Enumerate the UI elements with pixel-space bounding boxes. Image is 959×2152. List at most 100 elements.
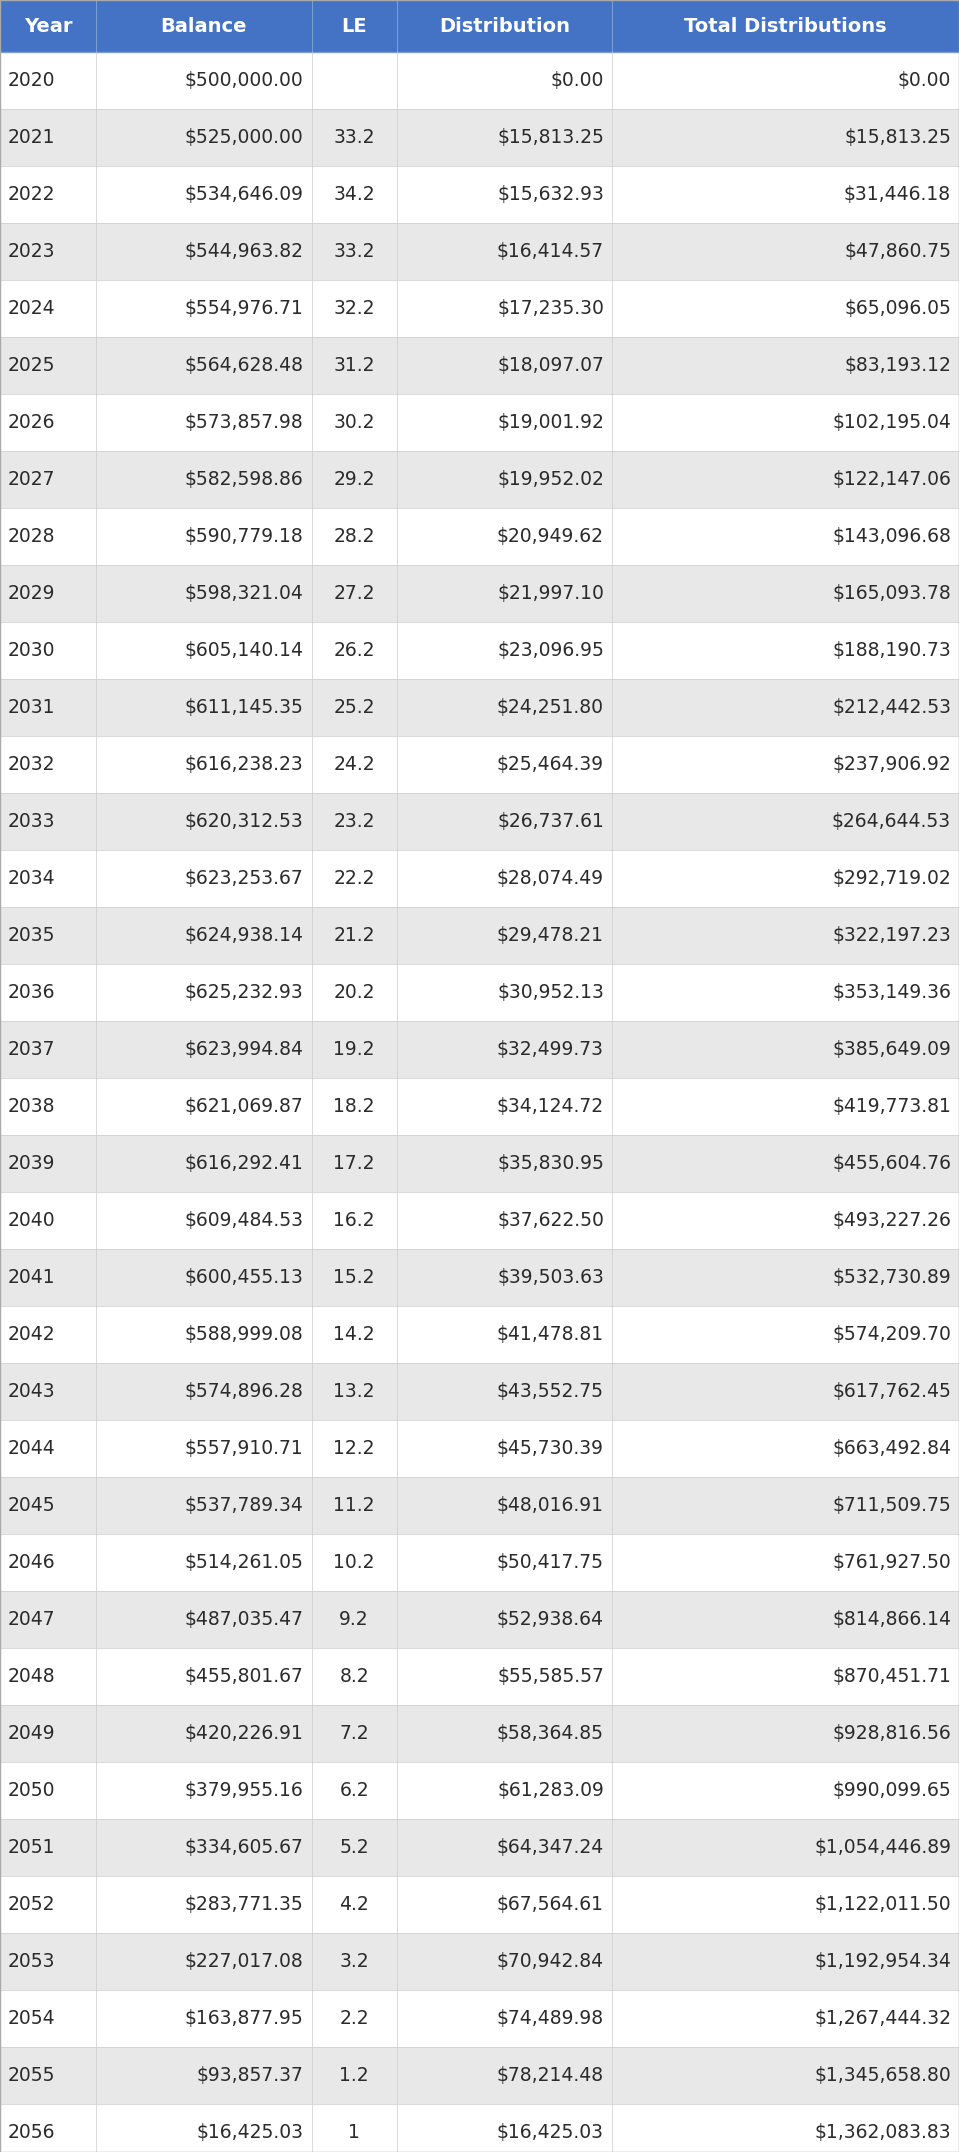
Text: 27.2: 27.2 [334, 583, 375, 603]
Text: 2022: 2022 [8, 185, 56, 204]
Bar [397, 964, 612, 1020]
Text: $143,096.68: $143,096.68 [832, 527, 951, 547]
Bar [312, 1648, 397, 1704]
Bar [96, 1248, 312, 1306]
Bar [0, 622, 96, 680]
Bar [96, 622, 312, 680]
Text: 2021: 2021 [8, 127, 56, 146]
Bar [397, 280, 612, 338]
Text: 32.2: 32.2 [334, 299, 375, 318]
Bar [397, 166, 612, 224]
Text: 2049: 2049 [8, 1724, 56, 1743]
Text: 2043: 2043 [8, 1382, 56, 1401]
Text: 20.2: 20.2 [334, 983, 375, 1003]
Bar [612, 1420, 959, 1476]
Text: 33.2: 33.2 [334, 241, 375, 260]
Text: 23.2: 23.2 [334, 811, 375, 831]
Text: $29,478.21: $29,478.21 [497, 925, 604, 945]
Bar [612, 1818, 959, 1877]
Text: $564,628.48: $564,628.48 [185, 355, 304, 374]
Text: 2.2: 2.2 [339, 2010, 369, 2027]
Bar [312, 964, 397, 1020]
Text: 16.2: 16.2 [334, 1212, 375, 1231]
Text: $15,813.25: $15,813.25 [497, 127, 604, 146]
Bar [0, 906, 96, 964]
Bar [96, 452, 312, 508]
Bar [312, 736, 397, 792]
Bar [96, 1991, 312, 2047]
Bar [397, 1704, 612, 1762]
Bar [96, 1420, 312, 1476]
Text: 17.2: 17.2 [334, 1153, 375, 1173]
Text: $67,564.61: $67,564.61 [497, 1896, 604, 1913]
Text: $588,999.08: $588,999.08 [185, 1326, 304, 1345]
Bar [96, 850, 312, 906]
Text: $61,283.09: $61,283.09 [497, 1782, 604, 1799]
Text: $52,938.64: $52,938.64 [497, 1610, 604, 1629]
Bar [612, 1648, 959, 1704]
Text: $122,147.06: $122,147.06 [832, 469, 951, 489]
Text: $23,096.95: $23,096.95 [497, 641, 604, 661]
Text: $573,857.98: $573,857.98 [185, 413, 304, 433]
Text: $557,910.71: $557,910.71 [185, 1440, 304, 1459]
Text: $620,312.53: $620,312.53 [185, 811, 304, 831]
Text: $617,762.45: $617,762.45 [832, 1382, 951, 1401]
Bar [0, 1020, 96, 1078]
Text: $420,226.91: $420,226.91 [185, 1724, 304, 1743]
Text: $16,425.03: $16,425.03 [497, 2124, 604, 2141]
Bar [312, 452, 397, 508]
Text: 2026: 2026 [8, 413, 56, 433]
Text: $537,789.34: $537,789.34 [185, 1496, 304, 1515]
Text: Balance: Balance [161, 17, 247, 34]
Bar [0, 1534, 96, 1590]
Bar [612, 1192, 959, 1248]
Bar [397, 508, 612, 566]
Text: $163,877.95: $163,877.95 [185, 2010, 304, 2027]
Bar [312, 1877, 397, 1932]
Text: $711,509.75: $711,509.75 [832, 1496, 951, 1515]
Text: $19,952.02: $19,952.02 [497, 469, 604, 489]
Text: 2023: 2023 [8, 241, 56, 260]
Bar [96, 1590, 312, 1648]
Text: $26,737.61: $26,737.61 [497, 811, 604, 831]
Bar [0, 1704, 96, 1762]
Text: $663,492.84: $663,492.84 [832, 1440, 951, 1459]
Text: 2024: 2024 [8, 299, 56, 318]
Text: $574,209.70: $574,209.70 [832, 1326, 951, 1345]
Text: $623,253.67: $623,253.67 [185, 869, 304, 889]
Text: 2032: 2032 [8, 755, 56, 775]
Bar [0, 792, 96, 850]
Text: $1,122,011.50: $1,122,011.50 [814, 1896, 951, 1913]
Text: $28,074.49: $28,074.49 [497, 869, 604, 889]
Text: 7.2: 7.2 [339, 1724, 369, 1743]
Text: $41,478.81: $41,478.81 [497, 1326, 604, 1345]
Bar [0, 566, 96, 622]
Bar [0, 224, 96, 280]
Text: $43,552.75: $43,552.75 [497, 1382, 604, 1401]
Text: 24.2: 24.2 [334, 755, 375, 775]
Text: 25.2: 25.2 [334, 697, 375, 717]
Bar [96, 166, 312, 224]
Bar [0, 964, 96, 1020]
Bar [612, 1134, 959, 1192]
Bar [612, 964, 959, 1020]
Bar [397, 680, 612, 736]
Text: 2034: 2034 [8, 869, 56, 889]
Bar [96, 1648, 312, 1704]
Bar [312, 52, 397, 110]
Bar [0, 1420, 96, 1476]
Text: 30.2: 30.2 [334, 413, 375, 433]
Bar [96, 1877, 312, 1932]
Bar [0, 0, 96, 52]
Bar [397, 792, 612, 850]
Text: $35,830.95: $35,830.95 [497, 1153, 604, 1173]
Bar [96, 1078, 312, 1134]
Text: $0.00: $0.00 [898, 71, 951, 90]
Text: 26.2: 26.2 [334, 641, 375, 661]
Text: 33.2: 33.2 [334, 127, 375, 146]
Text: $379,955.16: $379,955.16 [185, 1782, 304, 1799]
Bar [612, 452, 959, 508]
Bar [312, 280, 397, 338]
Text: $334,605.67: $334,605.67 [185, 1838, 304, 1857]
Bar [96, 224, 312, 280]
